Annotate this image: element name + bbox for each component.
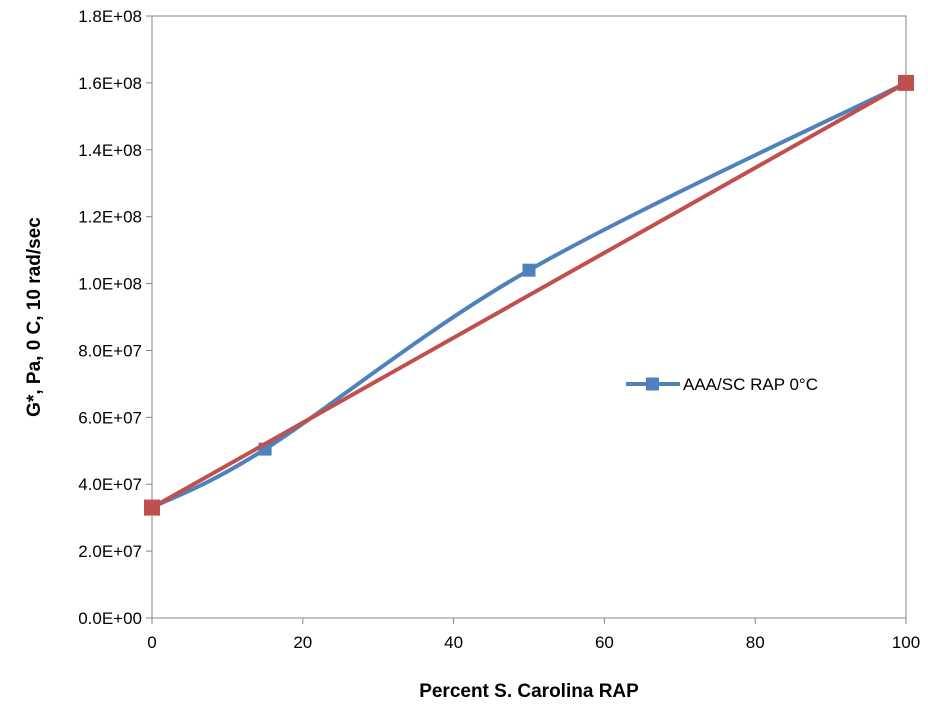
x-tick-label: 40 (444, 633, 463, 652)
series-2-line (150, 80, 908, 510)
plot-border (151, 15, 907, 619)
x-tick-label: 80 (746, 633, 765, 652)
y-tick-label: 0.0E+00 (78, 609, 142, 628)
series-1-line (150, 80, 908, 510)
series-2 (144, 74, 914, 516)
y-tick-label: 4.0E+07 (78, 475, 142, 494)
y-tick-label: 6.0E+07 (78, 408, 142, 427)
y-tick-label: 1.0E+08 (78, 275, 142, 294)
x-tick-label: 0 (147, 633, 156, 652)
x-tick-label: 20 (293, 633, 312, 652)
y-tick-label: 8.0E+07 (78, 341, 142, 360)
y-tick-label: 1.6E+08 (78, 74, 142, 93)
series-2-point (898, 74, 914, 91)
x-tick-label: 100 (892, 633, 920, 652)
plot-area (151, 15, 907, 619)
series-1-point (522, 263, 536, 277)
y-axis: 0.0E+00 2.0E+07 4.0E+07 6.0E+07 8.0E+07 1.0E+… (78, 7, 152, 628)
legend-marker-swatch (646, 377, 659, 391)
y-tick-label: 1.8E+08 (78, 7, 142, 26)
series-2-point (144, 499, 160, 516)
series-layer (144, 74, 914, 516)
legend-label: AAA/SC RAP 0°C (683, 375, 818, 394)
x-axis: 0 20 40 60 80 100 (147, 618, 920, 652)
y-tick-label: 1.2E+08 (78, 208, 142, 227)
x-tick-label: 60 (595, 633, 614, 652)
legend: AAA/SC RAP 0°C (626, 375, 818, 394)
x-axis-title: Percent S. Carolina RAP (419, 681, 639, 702)
y-axis-title: G*, Pa, 0 C, 10 rad/sec (24, 217, 45, 417)
y-tick-label: 1.4E+08 (78, 141, 142, 160)
y-tick-label: 2.0E+07 (78, 542, 142, 561)
